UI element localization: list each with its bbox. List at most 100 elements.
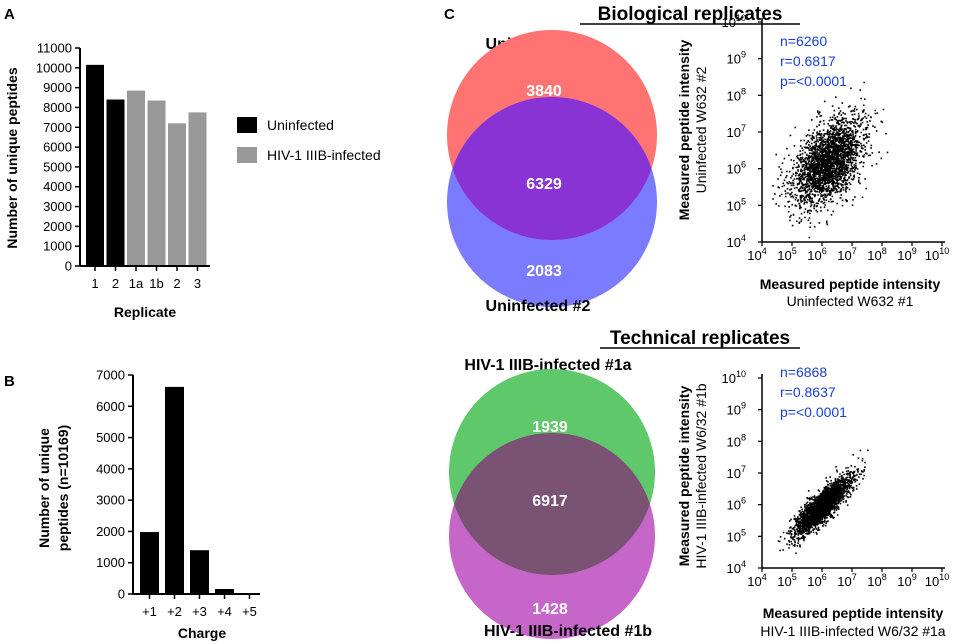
- tick-exponent: 6: [822, 572, 827, 582]
- s2-xtick-label: 109: [897, 572, 916, 589]
- panel-b-x-ticks: +1 +2 +3 +4 +5: [142, 594, 257, 619]
- s1-ytick-label: 108: [727, 86, 746, 103]
- b-ytick-label: 5000: [96, 430, 125, 445]
- tick-base: 10: [925, 248, 939, 263]
- s2-ytick-label: 107: [727, 464, 746, 481]
- tick-exponent: 5: [741, 196, 746, 206]
- scatter-technical-x-sublabel: HIV-1 IIIB-infected W6/32 #1a: [760, 623, 945, 639]
- tick-exponent: 9: [741, 401, 746, 411]
- a-ytick-label: 0: [65, 259, 72, 274]
- tick-exponent: 8: [741, 432, 746, 442]
- b-ytick-label: 3000: [96, 493, 125, 508]
- bar-a-3: [147, 100, 166, 266]
- tick-base: 10: [727, 561, 741, 576]
- a-ytick-label: 2000: [43, 219, 72, 234]
- s2-xtick-label: 1010: [925, 572, 949, 589]
- tick-base: 10: [777, 248, 791, 263]
- scatter-biological-n: n=6260: [780, 33, 827, 49]
- tick-base: 10: [897, 248, 911, 263]
- tick-base: 10: [837, 248, 851, 263]
- b-xtick-label: +3: [192, 604, 207, 619]
- tick-exponent: 4: [741, 233, 746, 243]
- tick-exponent: 8: [741, 86, 746, 96]
- tick-exponent: 5: [792, 246, 797, 256]
- scatter-technical-y-sublabel: HIV-1 IIIB-infected W6/32 #1b: [693, 383, 709, 568]
- s1-ytick-label: 106: [727, 160, 746, 177]
- a-ytick-label: 8000: [43, 100, 72, 115]
- s1-ytick-label: 1010: [722, 13, 746, 30]
- tick-exponent: 7: [852, 572, 857, 582]
- s2-xtick-label: 104: [747, 572, 766, 589]
- venn-biological-set-b-label: Uninfected #2: [486, 298, 591, 315]
- scatter-biological-x-sublabel: Uninfected W632 #1: [787, 293, 914, 309]
- legend-label-uninfected: Uninfected: [267, 117, 334, 133]
- s1-xtick-label: 107: [837, 246, 856, 263]
- b-ytick-label: 6000: [96, 399, 125, 414]
- tick-base: 10: [727, 235, 741, 250]
- tick-base: 10: [727, 498, 741, 513]
- s1-point-cloud: [772, 81, 889, 239]
- scatter-biological: 1041041051051061061071071081081091091010…: [676, 13, 949, 309]
- b-ytick-label: 7000: [96, 368, 125, 383]
- panel-b-x-label: Charge: [178, 625, 226, 641]
- tick-base: 10: [722, 371, 736, 386]
- s2-point-cloud: [777, 449, 869, 555]
- scatter-technical-y-label: Measured peptide intensity: [676, 386, 692, 567]
- tick-exponent: 4: [741, 559, 746, 569]
- a-ytick-label: 9000: [43, 80, 72, 95]
- tick-exponent: 10: [939, 246, 949, 256]
- tick-base: 10: [727, 198, 741, 213]
- panel-b-bars: [140, 386, 259, 594]
- venn-biological-overlap: [447, 97, 657, 240]
- tick-base: 10: [727, 403, 741, 418]
- tick-exponent: 7: [741, 464, 746, 474]
- legend-label-hiv-infected: HIV-1 IIIB-infected: [267, 147, 381, 163]
- venn-technical-only-b-count: 1428: [532, 601, 568, 618]
- bar-a-1: [106, 99, 125, 266]
- s1-ytick-label: 104: [727, 233, 746, 250]
- s2-ytick-label: 108: [727, 432, 746, 449]
- a-ytick-label: 6000: [43, 140, 72, 155]
- a-xtick-label: 2: [173, 276, 180, 291]
- a-xtick-label: 3: [194, 276, 201, 291]
- tick-base: 10: [837, 574, 851, 589]
- scatter-biological-ticks: 1041041051051061061071071081081091091010…: [722, 13, 950, 263]
- a-ytick-label: 10000: [36, 60, 72, 75]
- tick-base: 10: [925, 574, 939, 589]
- panel-a-legend: Uninfected HIV-1 IIIB-infected: [237, 117, 381, 163]
- section-title-technical: Technical replicates: [610, 328, 790, 349]
- venn-biological: Uninfected #1 3840 6329 2083 Uninfected …: [447, 30, 657, 315]
- a-xtick-label: 1b: [149, 276, 163, 291]
- scatter-biological-p: p=<0.0001: [780, 73, 847, 89]
- b-ytick-label: 0: [118, 587, 125, 602]
- tick-exponent: 5: [792, 572, 797, 582]
- panel-b-y-label-line1: Number of unique: [36, 428, 52, 548]
- scatter-biological-y-label: Measured peptide intensity: [676, 40, 692, 221]
- tick-base: 10: [807, 248, 821, 263]
- panel-b-y-label-line2: peptides (n=10169): [55, 425, 71, 551]
- tick-exponent: 6: [741, 496, 746, 506]
- tick-exponent: 6: [741, 160, 746, 170]
- venn-technical-only-a-count: 1939: [532, 419, 568, 436]
- tick-exponent: 5: [741, 527, 746, 537]
- panel-letter-b: B: [4, 373, 15, 390]
- s2-xtick-label: 108: [867, 572, 886, 589]
- tick-base: 10: [727, 52, 741, 67]
- s1-xtick-label: 1010: [925, 246, 949, 263]
- tick-exponent: 10: [736, 13, 746, 23]
- tick-base: 10: [867, 248, 881, 263]
- tick-base: 10: [777, 574, 791, 589]
- venn-biological-only-a-count: 3840: [526, 83, 562, 100]
- panel-a-bar-chart: 0 1000 2000 3000 4000 5000 6000 7000 8000 9000 100…: [4, 41, 381, 321]
- a-xtick-label: 1a: [129, 276, 144, 291]
- a-ytick-label: 3000: [43, 199, 72, 214]
- scatter-biological-y-sublabel: Uninfected W632 #2: [693, 66, 709, 193]
- s1-xtick-label: 104: [747, 246, 766, 263]
- venn-technical: HIV-1 IIIB-infected #1a 1939 6917 1428 H…: [449, 357, 655, 640]
- tick-base: 10: [727, 162, 741, 177]
- panel-a-bars: [86, 64, 207, 267]
- tick-exponent: 6: [822, 246, 827, 256]
- panel-letter-c: C: [444, 6, 455, 23]
- s2-ytick-label: 109: [727, 401, 746, 418]
- b-xtick-label: +5: [242, 604, 257, 619]
